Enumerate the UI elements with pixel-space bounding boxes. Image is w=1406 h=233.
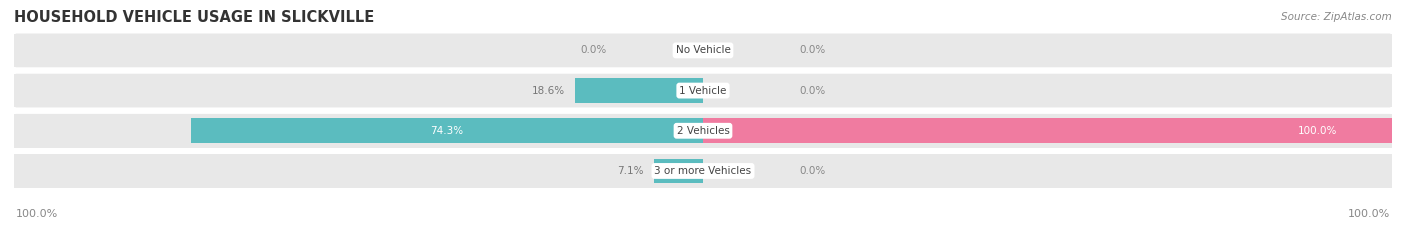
Text: Source: ZipAtlas.com: Source: ZipAtlas.com xyxy=(1281,12,1392,22)
Text: 0.0%: 0.0% xyxy=(800,166,825,176)
FancyBboxPatch shape xyxy=(14,74,1392,107)
Text: 0.0%: 0.0% xyxy=(800,45,825,55)
FancyBboxPatch shape xyxy=(14,114,1392,148)
Text: 7.1%: 7.1% xyxy=(617,166,644,176)
Text: 100.0%: 100.0% xyxy=(15,209,58,219)
Text: 2 Vehicles: 2 Vehicles xyxy=(676,126,730,136)
Bar xyxy=(703,118,1392,143)
Text: HOUSEHOLD VEHICLE USAGE IN SLICKVILLE: HOUSEHOLD VEHICLE USAGE IN SLICKVILLE xyxy=(14,10,374,25)
Bar xyxy=(575,78,703,103)
FancyBboxPatch shape xyxy=(14,154,1392,188)
Text: 18.6%: 18.6% xyxy=(531,86,565,96)
Text: 100.0%: 100.0% xyxy=(1348,209,1391,219)
Bar xyxy=(654,158,703,183)
Text: 0.0%: 0.0% xyxy=(581,45,606,55)
Text: 0.0%: 0.0% xyxy=(800,86,825,96)
Text: 1 Vehicle: 1 Vehicle xyxy=(679,86,727,96)
Text: 74.3%: 74.3% xyxy=(430,126,464,136)
Bar xyxy=(14,154,1392,188)
Legend: Owner-occupied, Renter-occupied: Owner-occupied, Renter-occupied xyxy=(578,230,828,233)
Bar xyxy=(14,114,1392,148)
FancyBboxPatch shape xyxy=(14,34,1392,67)
Text: 3 or more Vehicles: 3 or more Vehicles xyxy=(654,166,752,176)
Bar xyxy=(191,118,703,143)
Bar xyxy=(14,34,1392,67)
Text: No Vehicle: No Vehicle xyxy=(675,45,731,55)
Bar xyxy=(14,74,1392,107)
Text: 100.0%: 100.0% xyxy=(1298,126,1337,136)
